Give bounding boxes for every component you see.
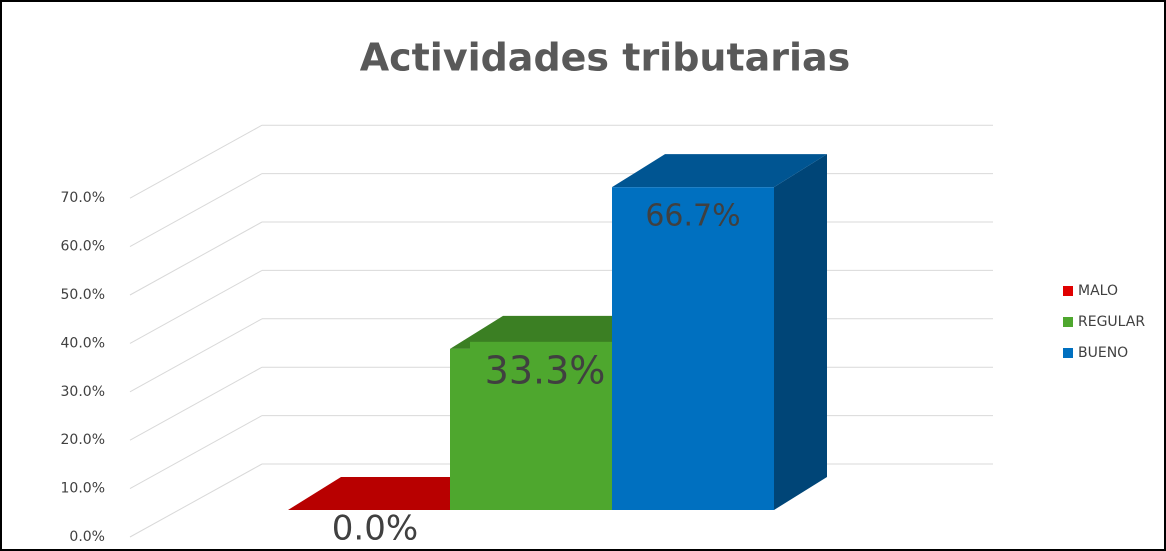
- data-label: 66.7%: [645, 199, 740, 234]
- legend-label: BUENO: [1078, 345, 1128, 361]
- data-label: 0.0%: [332, 509, 418, 549]
- bar-top: [612, 154, 827, 188]
- y-tick-label: 0.0%: [69, 529, 105, 545]
- y-tick-label: 10.0%: [61, 481, 105, 497]
- y-tick-label: 40.0%: [61, 335, 105, 351]
- legend-marker: [1063, 348, 1073, 358]
- grid-line: [129, 124, 263, 199]
- bar-top: [450, 315, 665, 349]
- legend-label: REGULAR: [1078, 314, 1145, 330]
- legend-marker: [1063, 286, 1073, 296]
- grid-line: [129, 173, 263, 248]
- y-tick-label: 70.0%: [61, 190, 105, 206]
- data-label-box: [470, 341, 620, 402]
- y-tick-label: 20.0%: [61, 432, 105, 448]
- data-label: 33.3%: [485, 348, 606, 392]
- y-tick-label: 50.0%: [61, 287, 105, 303]
- chart-title: Actividades tributarias: [360, 36, 851, 80]
- legend-label: MALO: [1078, 283, 1118, 299]
- y-tick-label: 60.0%: [61, 239, 105, 255]
- grid-line: [129, 366, 263, 441]
- grid-line: [129, 221, 263, 296]
- bar: [612, 187, 774, 510]
- legend-marker: [1063, 317, 1073, 327]
- y-tick-label: 30.0%: [61, 384, 105, 400]
- bar-side: [774, 154, 827, 510]
- bar-top: [288, 477, 503, 510]
- grid-line: [129, 269, 263, 344]
- grid-line: [129, 415, 263, 490]
- grid-line: [129, 318, 263, 393]
- grid-line: [129, 463, 263, 538]
